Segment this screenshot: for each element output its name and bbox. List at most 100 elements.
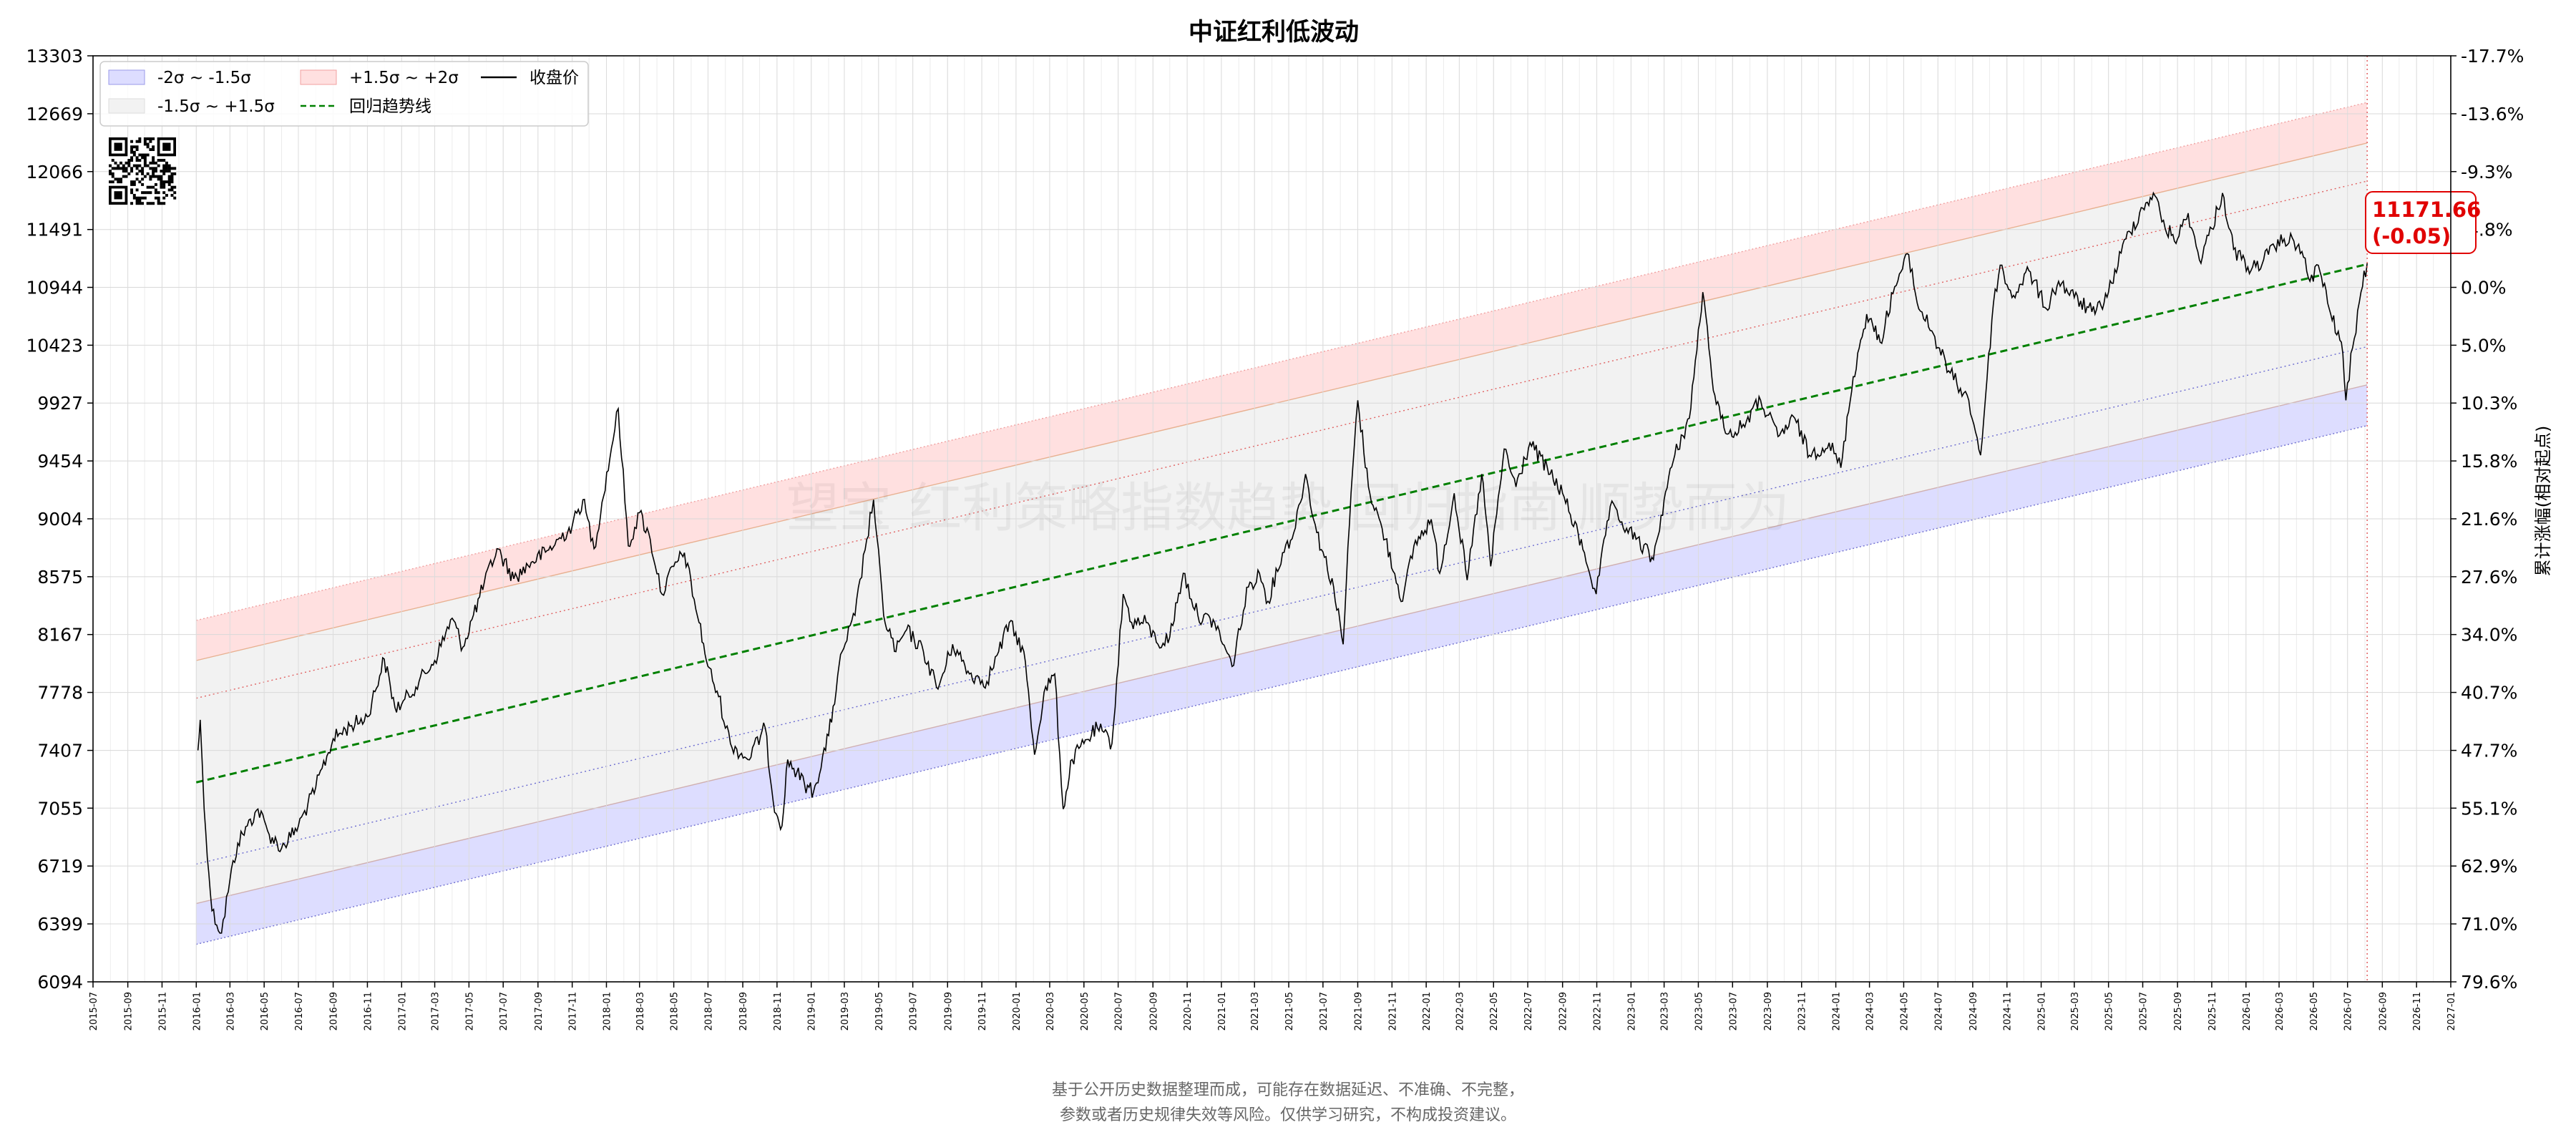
qr-module [135,177,139,181]
qr-module [138,180,142,184]
y-tick-label: 9004 [37,509,83,530]
qr-module [154,188,157,192]
x-tick-label: 2020-11 [1183,992,1194,1030]
qr-module [146,142,150,146]
y2-tick-label: -9.3% [2461,162,2513,182]
qr-module [119,161,122,165]
qr-module [160,177,163,181]
qr-module [149,140,152,143]
legend-label: -1.5σ ~ +1.5σ [157,97,275,116]
qr-module [130,182,134,186]
qr-module [154,170,157,173]
qr-module [122,170,125,173]
qr-module [152,159,155,162]
watermark: 望宝 红利策略指数趋势 回归指南 顺势而为 [786,477,1790,539]
qr-module [141,170,145,173]
x-tick-label: 2018-01 [602,992,613,1030]
x-tick-label: 2024-05 [1899,992,1910,1030]
qr-module [143,153,147,157]
qr-module [160,202,163,205]
y-tick-label: 7055 [37,798,83,819]
qr-module [135,167,139,170]
x-tick-label: 2016-01 [192,992,203,1030]
qr-module [162,185,166,189]
x-tick-label: 2017-05 [464,992,475,1030]
qr-module [170,177,174,181]
x-tick-label: 2023-07 [1728,992,1739,1030]
qr-module [138,159,142,162]
qr-module [119,177,122,181]
qr-module [109,172,112,175]
qr-module [146,191,150,195]
y-tick-label: 10423 [26,335,83,356]
qr-module [122,175,125,178]
qr-module [165,193,168,197]
x-tick-label: 2016-03 [225,992,236,1030]
qr-module [109,164,112,167]
qr-module [167,182,171,186]
qr-finder-core [114,191,122,200]
qr-module [143,159,147,162]
qr-module [135,145,139,149]
qr-module [170,180,174,184]
x-tick-label: 2022-07 [1523,992,1534,1030]
y2-tick-label: 21.6% [2461,509,2517,530]
qr-module [111,159,114,162]
qr-module [132,182,136,186]
qr-module [167,175,171,178]
qr-module [141,156,145,160]
x-tick-label: 2026-05 [2309,992,2320,1030]
qr-module [130,145,134,149]
last-change-label: (-0.05) [2372,224,2451,248]
x-tick-label: 2026-03 [2275,992,2285,1030]
x-tick-label: 2022-03 [1455,992,1465,1030]
qr-module [141,202,145,205]
qr-module [141,177,145,181]
qr-module [149,167,152,170]
qr-module [167,180,171,184]
qr-module [119,167,122,170]
qr-module [143,164,147,167]
qr-module [160,175,163,178]
qr-module [141,153,145,157]
qr-module [160,170,163,173]
qr-module [143,196,147,200]
qr-module [152,185,155,189]
x-tick-label: 2025-01 [2037,992,2048,1030]
qr-module [114,161,117,165]
qr-module [165,167,168,170]
x-tick-label: 2016-11 [363,992,374,1030]
y2-tick-label: 0.0% [2461,278,2507,298]
qr-module [127,172,131,175]
qr-module [111,167,114,170]
qr-module [130,148,134,151]
x-tick-label: 2023-09 [1763,992,1774,1030]
y2-tick-label: 5.0% [2461,335,2507,356]
legend-label: -2σ ~ -1.5σ [157,69,251,87]
qr-module [130,156,134,160]
x-tick-label: 2026-09 [2378,992,2389,1030]
qr-module [152,202,155,205]
y2-tick-label: 62.9% [2461,856,2517,877]
qr-module [143,161,147,165]
qr-module [167,167,171,170]
y2-tick-label: 15.8% [2461,451,2517,472]
x-tick-label: 2016-09 [329,992,340,1030]
y2-tick-label: 47.7% [2461,741,2517,761]
qr-module [130,167,134,170]
y-tick-label: 10944 [26,278,83,298]
y-tick-label: 13303 [26,46,83,67]
qr-module [170,175,174,178]
qr-module [170,188,174,192]
qr-module [162,164,166,167]
qr-module [170,167,174,170]
y2-tick-label: -17.7% [2461,46,2524,67]
qr-module [154,182,157,186]
band-upper-1.5-2sigma [196,102,2368,661]
qr-module [135,164,139,167]
qr-module [160,182,163,186]
y-tick-label: 11491 [26,220,83,240]
y-tick-label: 9454 [37,451,83,472]
x-tick-label: 2015-11 [157,992,168,1030]
qr-module [125,167,128,170]
